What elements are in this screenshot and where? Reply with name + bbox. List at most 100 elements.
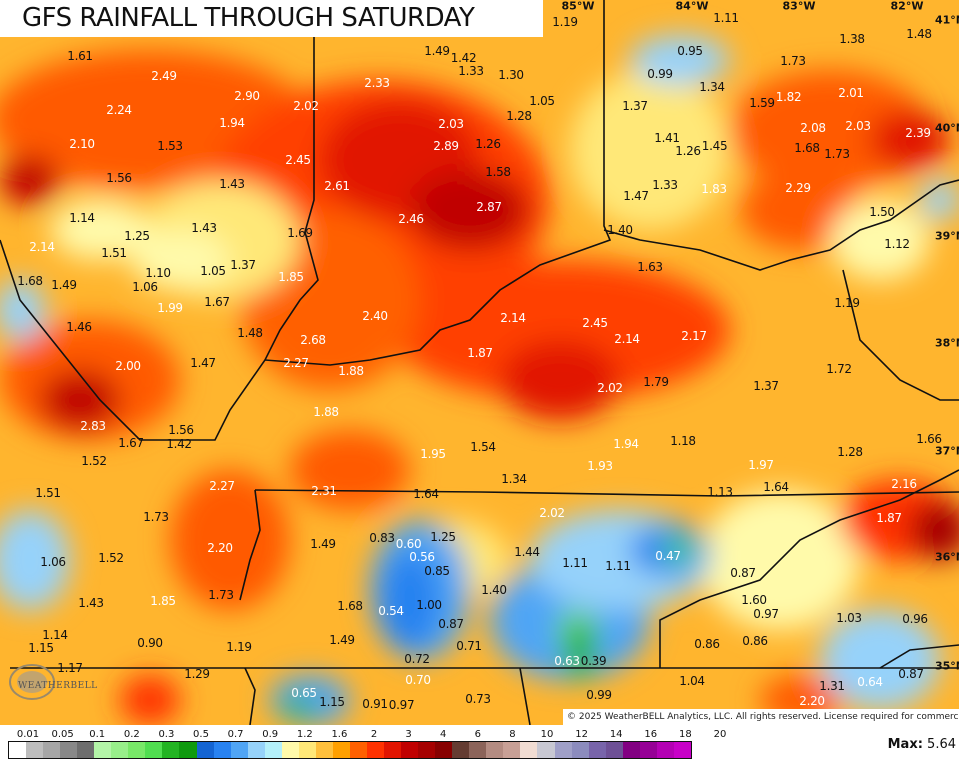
rainfall-value: 2.33 — [364, 76, 390, 90]
rainfall-value: 1.99 — [157, 301, 183, 315]
rainfall-value: 2.14 — [614, 332, 640, 346]
rainfall-value: 0.96 — [902, 612, 928, 626]
precip-field — [0, 0, 959, 725]
rainfall-value: 1.11 — [605, 559, 631, 573]
rainfall-value: 1.45 — [701, 139, 728, 153]
rainfall-value: 1.11 — [713, 11, 739, 25]
rainfall-value: 1.18 — [670, 434, 696, 448]
rainfall-value: 2.27 — [283, 356, 309, 370]
latitude-label: 39°N — [934, 229, 959, 243]
legend-swatch — [196, 742, 214, 758]
legend-tick-label: 3 — [405, 729, 412, 740]
rainfall-value: 0.91 — [362, 697, 388, 711]
rainfall-value: 0.97 — [753, 607, 779, 621]
rainfall-value: 1.28 — [837, 445, 863, 459]
rainfall-value: 1.13 — [707, 485, 733, 499]
legend-tick-label: 1.6 — [331, 729, 348, 740]
rainfall-value: 0.60 — [395, 537, 422, 551]
legend-tick-label: 4 — [440, 729, 447, 740]
rainfall-value: 2.40 — [362, 309, 388, 323]
precip-area — [630, 35, 730, 85]
rainfall-value: 1.73 — [780, 54, 806, 68]
rainfall-value: 1.61 — [67, 49, 93, 63]
precip-area — [820, 610, 940, 710]
rainfall-value: 1.00 — [416, 598, 442, 612]
legend-swatch — [486, 742, 504, 758]
rainfall-value: 0.71 — [456, 639, 482, 653]
rainfall-value: 1.44 — [514, 545, 540, 559]
latitude-label: 41°N — [934, 13, 959, 27]
legend-swatch — [622, 742, 640, 758]
rainfall-value: 0.56 — [409, 550, 435, 564]
rainfall-value: 1.31 — [819, 679, 845, 693]
rainfall-value: 2.02 — [293, 99, 319, 113]
state-border — [603, 179, 959, 271]
legend-swatch — [349, 742, 367, 758]
rainfall-value: 1.73 — [208, 588, 234, 602]
legend-swatch — [315, 742, 333, 758]
rainfall-value: 0.86 — [742, 634, 768, 648]
legend-swatch — [281, 742, 299, 758]
rainfall-value: 1.83 — [701, 182, 727, 196]
legend-tick-label: 14 — [609, 729, 623, 740]
rainfall-value: 1.04 — [679, 674, 705, 688]
rainfall-value: 1.88 — [338, 364, 364, 378]
rainfall-value: 1.53 — [157, 139, 183, 153]
rainfall-value: 1.94 — [219, 116, 245, 130]
legend-swatch — [656, 742, 674, 758]
precip-area — [662, 540, 698, 560]
rainfall-value: 1.47 — [623, 189, 649, 203]
rainfall-value: 1.43 — [191, 221, 217, 235]
legend-swatch — [60, 742, 78, 758]
latitude-label: 38°N — [934, 336, 959, 350]
rainfall-value: 0.73 — [465, 692, 491, 706]
map-title: GFS RAINFALL THROUGH SATURDAY — [0, 0, 543, 37]
color-legend: 0.01 0.05 0.1 0.2 0.3 0.5 0.7 0.9 1.2 1.6 2 3 4 6 8 10 1… — [0, 725, 959, 760]
rainfall-value: 1.88 — [313, 405, 339, 419]
rainfall-value: 0.63 — [554, 654, 580, 668]
legend-swatch — [588, 742, 606, 758]
legend-tick-label: 0.7 — [227, 729, 244, 740]
rainfall-value: 2.03 — [845, 119, 871, 133]
rainfall-value: 2.45 — [285, 153, 311, 167]
legend-swatch — [435, 742, 453, 758]
rainfall-value: 1.48 — [237, 326, 263, 340]
legend-tick-label: 0.5 — [193, 729, 209, 740]
legend-tick-label: 18 — [679, 729, 692, 740]
rainfall-value: 1.10 — [145, 266, 171, 280]
logo-text: WEATHERBELL — [18, 681, 98, 691]
legend-tick-label: 1.2 — [296, 729, 313, 740]
rainfall-value: 1.43 — [78, 596, 104, 610]
rainfall-value: 1.05 — [529, 94, 555, 108]
rainfall-value: 1.33 — [458, 64, 484, 78]
rainfall-value: 1.12 — [884, 237, 910, 251]
state-border — [244, 667, 256, 725]
legend-swatch — [520, 742, 538, 758]
legend-swatch — [554, 742, 572, 758]
rainfall-value: 1.40 — [481, 583, 507, 597]
rainfall-value: 2.10 — [69, 137, 95, 151]
legend-swatch — [537, 742, 555, 758]
precip-area — [0, 510, 70, 610]
rainfall-value: 1.51 — [35, 486, 61, 500]
rainfall-value: 1.15 — [28, 641, 54, 655]
rainfall-map: 1.61 2.49 2.90 2.02 2.24 1.94 2.10 1.53 2.45 1.56… — [0, 0, 959, 725]
legend-swatch — [230, 742, 248, 758]
precip-area — [830, 200, 930, 280]
legend-swatch — [247, 742, 265, 758]
rainfall-value: 2.17 — [681, 329, 707, 343]
rainfall-value: 1.14 — [42, 628, 68, 642]
rainfall-value: 1.49 — [424, 44, 450, 58]
rainfall-value: 1.05 — [200, 264, 226, 278]
legend-swatch — [213, 742, 231, 758]
rainfall-value: 1.25 — [124, 229, 150, 243]
legend-swatch — [179, 742, 197, 758]
rainfall-value: 0.90 — [137, 636, 163, 650]
rainfall-value: 1.42 — [166, 437, 192, 451]
rainfall-value: 0.97 — [388, 698, 415, 712]
rainfall-value: 1.72 — [826, 362, 852, 376]
rainfall-value: 1.19 — [834, 296, 860, 310]
rainfall-value: 1.34 — [501, 472, 527, 486]
legend-swatch — [384, 742, 402, 758]
rainfall-value: 1.69 — [287, 226, 313, 240]
